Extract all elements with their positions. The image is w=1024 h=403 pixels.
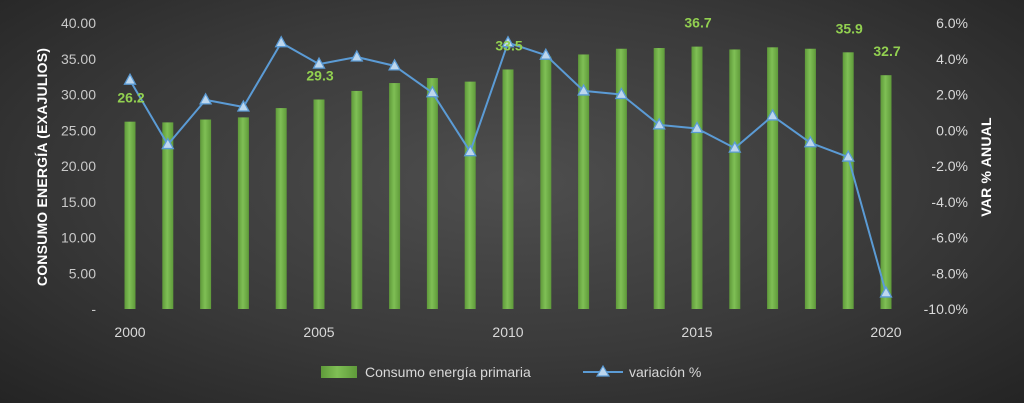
x-tick-label: 2005	[303, 324, 334, 340]
y-tick-label: 20.00	[61, 158, 96, 174]
bar-2018	[804, 48, 816, 310]
marker-2005	[312, 56, 326, 69]
marker-2007	[388, 58, 402, 71]
y2-tick-label: -10.0%	[924, 301, 968, 317]
marker-2002	[199, 92, 213, 105]
data-label-2000: 26.2	[117, 90, 144, 106]
bar-2014	[653, 48, 665, 310]
bar-2017	[767, 47, 779, 310]
y-tick-label: 25.00	[61, 122, 96, 138]
y2-axis-title: VAR % ANUAL	[978, 117, 994, 217]
bar-2005	[313, 99, 325, 309]
y2-tick-label: 4.0%	[936, 51, 968, 67]
legend-line-marker-icon	[595, 364, 611, 377]
bar-2016	[729, 49, 741, 310]
marker-2017	[766, 108, 780, 121]
marker-2018	[803, 135, 817, 148]
y-tick-label: 30.00	[61, 87, 96, 103]
marker-2000	[123, 72, 137, 85]
line-series	[123, 35, 893, 298]
data-label-2015: 36.7	[684, 15, 711, 31]
y-tick-label: 5.00	[69, 265, 96, 281]
marker-2008	[425, 85, 439, 98]
y2-tick-label: 6.0%	[936, 15, 968, 31]
data-label-2010: 33.5	[495, 37, 522, 53]
marker-2014	[652, 117, 666, 130]
bar-2012	[578, 54, 590, 310]
bar-series	[124, 46, 892, 310]
y2-tick-label: 0.0%	[936, 122, 968, 138]
bar-2020	[880, 75, 892, 309]
bar-2002	[200, 119, 212, 310]
marker-2006	[350, 49, 364, 62]
bar-2001	[162, 122, 174, 309]
bar-2007	[389, 83, 401, 309]
data-label-2019: 35.9	[836, 20, 863, 36]
y-tick-label: -	[91, 301, 96, 317]
y2-tick-label: -8.0%	[931, 265, 968, 281]
marker-2020	[879, 285, 893, 298]
y2-tick-label: 2.0%	[936, 87, 968, 103]
marker-2019	[841, 149, 855, 162]
marker-2004	[274, 35, 288, 48]
left-axis-ticks: - 5.00 10.00 15.00 20.00 25.00 30.00 35.00 40.00	[61, 15, 96, 317]
marker-2013	[614, 87, 628, 100]
bar-2010	[502, 69, 514, 309]
x-tick-label: 2015	[681, 324, 712, 340]
marker-2001	[161, 137, 175, 150]
legend: Consumo energía primaria variación %	[321, 364, 701, 380]
y2-tick-label: -4.0%	[931, 194, 968, 210]
x-axis-ticks: 2000 2005 2010 2015 2020	[114, 324, 901, 340]
bar-2004	[275, 108, 287, 310]
data-label-2005: 29.3	[306, 68, 333, 84]
y-tick-label: 15.00	[61, 194, 96, 210]
legend-bar-swatch	[321, 366, 357, 378]
data-labels: 26.2 29.3 33.5 36.7 35.9 32.7	[117, 15, 900, 106]
y-tick-label: 35.00	[61, 51, 96, 67]
x-tick-label: 2000	[114, 324, 145, 340]
legend-line-label: variación %	[629, 364, 701, 380]
bar-2011	[540, 56, 552, 310]
bar-2013	[615, 48, 627, 310]
marker-2003	[236, 99, 250, 112]
bar-2006	[351, 90, 363, 309]
marker-2015	[690, 121, 704, 134]
marker-2011	[539, 47, 553, 60]
right-axis-ticks: -10.0% -8.0% -6.0% -4.0% -2.0% 0.0% 2.0% 4.0% 6.…	[924, 15, 968, 317]
y2-tick-label: -2.0%	[931, 158, 968, 174]
marker-2010	[501, 35, 515, 48]
marker-2016	[728, 140, 742, 153]
y2-tick-label: -6.0%	[931, 230, 968, 246]
y-tick-label: 10.00	[61, 230, 96, 246]
data-label-2020: 32.7	[873, 43, 900, 59]
bar-2008	[426, 78, 438, 310]
legend-bar-label: Consumo energía primaria	[365, 364, 531, 380]
y-tick-label: 40.00	[61, 15, 96, 31]
bar-2000	[124, 121, 136, 309]
x-tick-label: 2010	[492, 324, 523, 340]
x-tick-label: 2020	[870, 324, 901, 340]
marker-2009	[463, 144, 477, 157]
y-axis-title: CONSUMO ENERGÍA (EXAJULIOS)	[34, 48, 50, 286]
bar-2015	[691, 46, 703, 309]
marker-2012	[577, 83, 591, 96]
bar-2009	[464, 81, 476, 309]
bar-2019	[842, 52, 854, 309]
bar-2003	[237, 117, 249, 309]
